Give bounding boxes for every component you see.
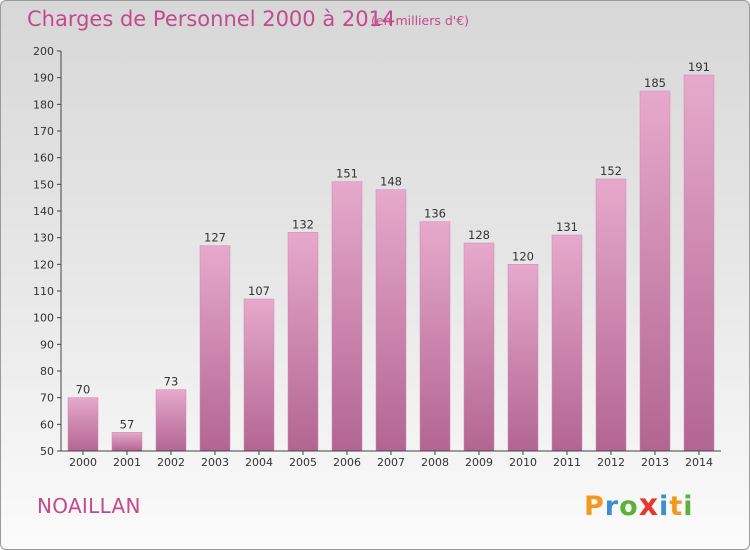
bar <box>683 74 715 452</box>
y-tick-label: 140 <box>33 205 54 218</box>
bar <box>551 234 583 452</box>
x-tick-label: 2012 <box>597 456 625 469</box>
bar <box>331 181 363 452</box>
y-tick-label: 160 <box>33 152 54 165</box>
bar-value-label: 152 <box>600 164 622 178</box>
x-tick-label: 2008 <box>421 456 449 469</box>
logo-letter: i <box>659 491 670 522</box>
bar-value-label: 131 <box>556 220 578 234</box>
x-tick-label: 2003 <box>201 456 229 469</box>
bar <box>243 298 275 452</box>
bar-value-label: 70 <box>76 383 91 397</box>
y-tick-label: 150 <box>33 178 54 191</box>
bar-value-label: 132 <box>292 217 314 231</box>
bar <box>639 90 671 452</box>
y-tick-label: 100 <box>33 312 54 325</box>
chart-subtitle: (en milliers d'€) <box>371 13 470 28</box>
bar <box>111 432 143 452</box>
logo-letter: o <box>619 491 639 522</box>
bar-value-label: 73 <box>164 375 179 389</box>
y-tick-label: 130 <box>33 232 54 245</box>
x-tick-label: 2010 <box>509 456 537 469</box>
x-tick-label: 2009 <box>465 456 493 469</box>
x-tick-label: 2001 <box>113 456 141 469</box>
bar-value-label: 128 <box>468 228 490 242</box>
bar-value-label: 185 <box>644 76 666 90</box>
bar <box>287 232 319 452</box>
x-tick-label: 2002 <box>157 456 185 469</box>
bar-value-label: 151 <box>336 167 358 181</box>
bar-value-label: 127 <box>204 231 226 245</box>
x-tick-label: 2007 <box>377 456 405 469</box>
y-tick-label: 110 <box>33 285 54 298</box>
x-tick-label: 2013 <box>641 456 669 469</box>
x-tick-label: 2014 <box>685 456 713 469</box>
bar <box>595 178 627 452</box>
bar-value-label: 191 <box>688 60 710 74</box>
logo-letter: r <box>604 491 620 522</box>
y-tick-label: 120 <box>33 258 54 271</box>
bar <box>155 389 187 452</box>
bar-value-label: 136 <box>424 207 446 221</box>
proxiti-logo: Proxiti <box>584 488 694 523</box>
logo-letter: P <box>584 491 605 522</box>
bar-value-label: 107 <box>248 284 270 298</box>
x-tick-label: 2011 <box>553 456 581 469</box>
y-tick-label: 50 <box>40 445 54 458</box>
logo-letter: t <box>669 491 684 522</box>
y-tick-label: 190 <box>33 72 54 85</box>
x-tick-label: 2005 <box>289 456 317 469</box>
y-tick-label: 200 <box>33 45 54 58</box>
chart-title: Charges de Personnel 2000 à 2014 <box>27 7 396 31</box>
bar <box>507 264 539 452</box>
bar-value-label: 120 <box>512 249 534 263</box>
y-tick-label: 60 <box>40 418 54 431</box>
y-tick-label: 70 <box>40 392 54 405</box>
x-tick-label: 2000 <box>69 456 97 469</box>
x-tick-label: 2006 <box>333 456 361 469</box>
bar-value-label: 57 <box>120 417 135 431</box>
bar-value-label: 148 <box>380 175 402 189</box>
bar <box>463 242 495 452</box>
x-tick-label: 2004 <box>245 456 273 469</box>
location-label: NOAILLAN <box>37 494 141 518</box>
y-tick-label: 90 <box>40 338 54 351</box>
y-tick-label: 180 <box>33 98 54 111</box>
bar <box>375 189 407 452</box>
bar <box>199 245 231 452</box>
logo-letter: x <box>638 488 660 523</box>
logo-letter: i <box>683 491 694 522</box>
bar <box>419 221 451 452</box>
y-tick-label: 170 <box>33 125 54 138</box>
y-tick-label: 80 <box>40 365 54 378</box>
bar <box>67 397 99 452</box>
